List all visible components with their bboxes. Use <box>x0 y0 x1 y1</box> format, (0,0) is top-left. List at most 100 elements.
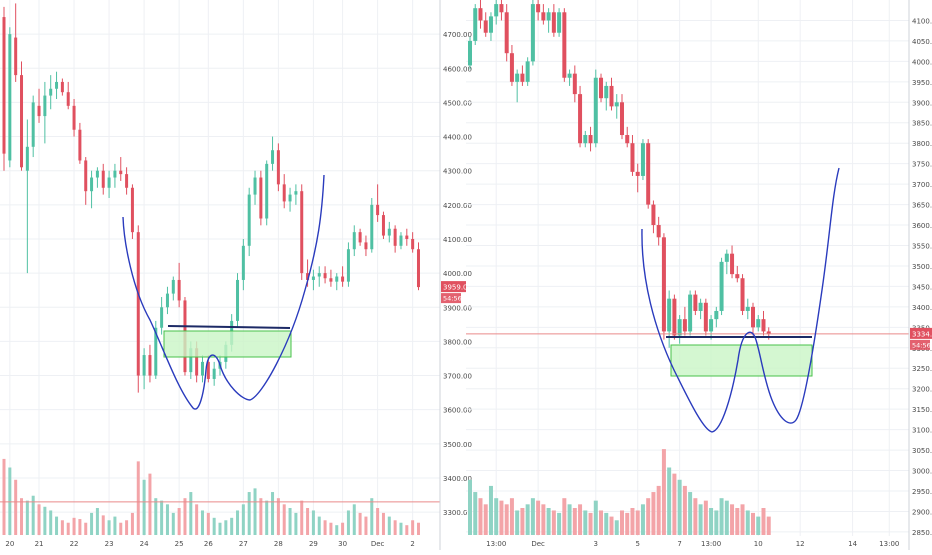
candle-body <box>306 273 310 280</box>
volume-bar <box>667 467 672 535</box>
x-tick-label: 26 <box>204 540 213 548</box>
x-tick-label: 12 <box>796 540 805 548</box>
volume-bar <box>730 504 735 535</box>
volume-bar <box>551 510 556 535</box>
price-tag-box <box>441 281 466 293</box>
x-tick-label: 7 <box>677 540 681 548</box>
y-tick-label: 3150.0 <box>912 406 932 414</box>
x-tick-label: 3 <box>594 540 598 548</box>
candle-body <box>525 61 530 82</box>
price-tag-label: 3334.0 <box>912 330 932 338</box>
volume-bar <box>578 504 583 535</box>
candle-body <box>154 327 158 376</box>
candle-body <box>504 12 509 54</box>
volume-bar <box>393 520 397 535</box>
candle-body <box>282 184 286 202</box>
candle-body <box>107 177 111 188</box>
candle-body <box>25 146 29 171</box>
y-tick-label: 4200.00 <box>443 202 472 210</box>
volume-bar <box>677 479 682 535</box>
volume-bar <box>541 504 546 535</box>
volume-bar <box>101 515 105 535</box>
x-tick-label: 28 <box>274 540 283 548</box>
volume-bar <box>630 508 635 535</box>
volume-bar <box>756 516 761 535</box>
x-tick-label: 13:00 <box>879 540 899 548</box>
volume-bar <box>236 510 240 535</box>
y-tick-label: 4600.00 <box>443 65 472 73</box>
candle-body <box>212 368 216 379</box>
x-tick-label: 5 <box>635 540 639 548</box>
volume-bar <box>688 492 693 535</box>
candle-body <box>614 102 619 107</box>
volume-bar <box>317 516 321 535</box>
volume-bar <box>125 520 129 535</box>
volume-bar <box>740 504 745 535</box>
volume-bar <box>536 500 541 535</box>
y-tick-label: 3300.00 <box>443 509 472 517</box>
volume-bar <box>483 504 488 535</box>
volume-bar <box>499 500 504 535</box>
candle-body <box>43 95 47 117</box>
chart-panel-1: 3300.00 3400.00 3500.00 3600.00 3700.00 3800.… <box>0 0 472 550</box>
candle-body <box>562 12 567 78</box>
candle-body <box>200 361 204 376</box>
volume-bar <box>364 516 368 535</box>
candle-body <box>8 34 12 161</box>
candle-body <box>276 150 280 185</box>
volume-bar <box>55 516 59 535</box>
x-tick-label: 10 <box>754 540 763 548</box>
candle-body <box>588 135 593 144</box>
candle-body <box>478 8 483 21</box>
candle-body <box>411 238 415 250</box>
volume-bar <box>311 510 315 535</box>
volume-bar <box>693 498 698 535</box>
candle-body <box>142 355 146 376</box>
volume-bar <box>614 520 619 535</box>
volume-bar <box>329 522 333 535</box>
volume-bar <box>567 504 572 535</box>
candle-body <box>84 160 88 192</box>
volume-bar <box>588 512 593 535</box>
candle-body <box>761 319 766 332</box>
candle-body <box>323 273 327 279</box>
volume-bar <box>78 519 82 535</box>
candle-body <box>735 274 740 279</box>
volume-bar <box>530 498 535 535</box>
candle-body <box>604 85 609 99</box>
candle-body <box>468 40 472 66</box>
timer-tag-label: 54:56 <box>912 341 931 349</box>
candle-body <box>148 355 152 376</box>
volume-bar <box>358 512 362 535</box>
volume-bar <box>253 488 257 535</box>
x-tick-label: 29 <box>309 540 318 548</box>
candle-body <box>171 279 175 294</box>
volume-bar <box>230 517 234 535</box>
volume-bar <box>583 510 588 535</box>
volume-bar <box>14 479 18 535</box>
x-tick-label: 27 <box>239 540 248 548</box>
x-tick-label: 20 <box>5 540 14 548</box>
volume-bar <box>468 479 472 535</box>
volume-bar <box>218 522 222 535</box>
candle-body <box>405 235 409 239</box>
volume-bar <box>698 504 703 535</box>
candle-body <box>341 276 345 282</box>
candle-body <box>165 293 169 308</box>
volume-bar <box>416 522 420 535</box>
candle-body <box>49 88 53 96</box>
y-tick-label: 3650.0 <box>912 202 932 210</box>
volume-bar <box>66 522 70 535</box>
neckline <box>167 325 291 329</box>
candle-body <box>78 129 82 161</box>
support-zone-box <box>670 344 813 377</box>
volume-bar <box>189 492 193 535</box>
candle-body <box>567 73 572 78</box>
candle-body <box>730 253 735 275</box>
candle-body <box>693 294 698 311</box>
candle-body <box>55 81 59 89</box>
candle-body <box>546 12 551 21</box>
candle-body <box>488 16 493 33</box>
candle-body <box>520 73 525 82</box>
